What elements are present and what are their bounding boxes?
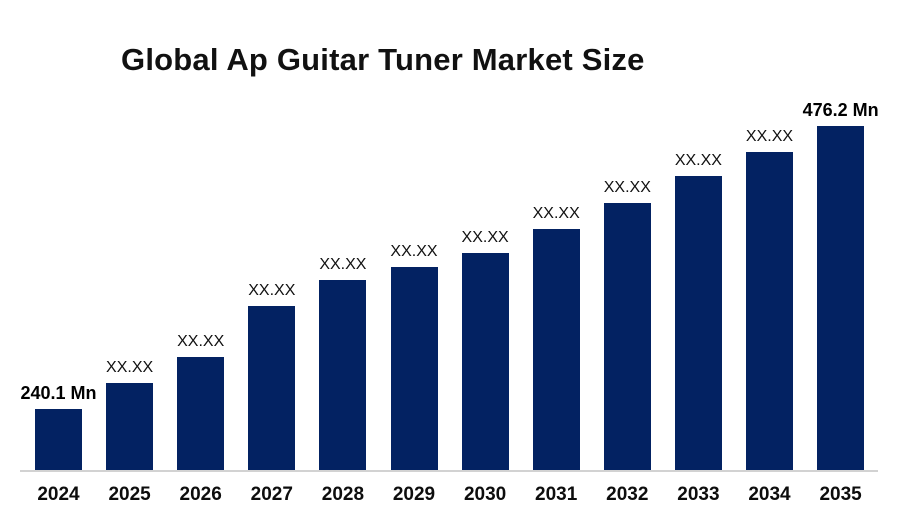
bar-2032: [603, 203, 651, 470]
value-label-2025: XX.XX: [106, 359, 154, 376]
bar-2027: [248, 306, 296, 470]
value-label-2034: XX.XX: [745, 128, 794, 145]
bar-2030: [461, 253, 509, 470]
value-label-2035: 476.2 Mn: [802, 100, 879, 120]
bar-2031: [532, 229, 580, 470]
value-label-2026: XX.XX: [177, 333, 225, 350]
bar-2025: [106, 383, 154, 470]
x-tick-label-2032: 2032: [606, 484, 649, 505]
x-tick-label-2026: 2026: [179, 484, 222, 505]
value-label-2027: XX.XX: [248, 282, 296, 299]
value-label-2030: XX.XX: [461, 229, 509, 246]
value-label-2029: XX.XX: [390, 243, 438, 260]
bar-2035: [817, 126, 865, 470]
bar-2029: [390, 267, 438, 470]
x-axis-line: [20, 470, 878, 472]
x-tick-label-2024: 2024: [37, 484, 80, 505]
x-tick-label-2028: 2028: [321, 484, 365, 505]
bar-2024: [35, 409, 82, 470]
bar-2034: [746, 152, 793, 470]
x-tick-label-2033: 2033: [677, 484, 720, 505]
x-tick-label-2034: 2034: [748, 484, 791, 505]
bar-2026: [177, 357, 225, 470]
value-label-2031: XX.XX: [532, 205, 580, 222]
x-tick-label-2029: 2029: [392, 484, 436, 505]
value-label-2033: XX.XX: [674, 152, 722, 169]
x-tick-label-2031: 2031: [535, 484, 578, 505]
value-label-2024: 240.1 Mn: [20, 383, 97, 403]
x-tick-label-2030: 2030: [463, 484, 507, 505]
chart-title: Global Ap Guitar Tuner Market Size: [121, 42, 645, 77]
x-tick-label-2025: 2025: [108, 484, 151, 505]
bar-2028: [319, 280, 367, 470]
bar-2033: [674, 176, 722, 470]
value-label-2028: XX.XX: [319, 256, 367, 273]
value-label-2032: XX.XX: [603, 179, 651, 196]
x-tick-label-2027: 2027: [250, 484, 293, 505]
x-tick-label-2035: 2035: [819, 484, 862, 505]
